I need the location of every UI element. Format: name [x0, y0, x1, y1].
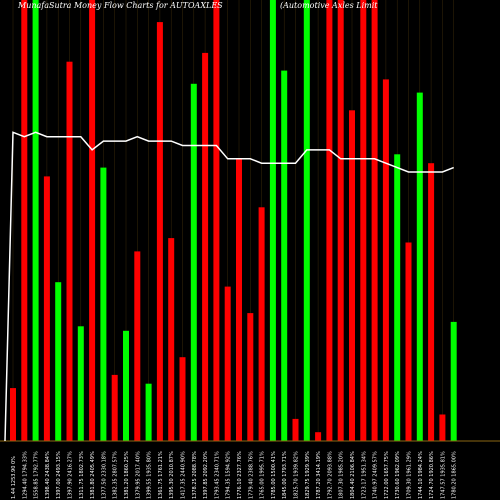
- x-tick-label: 1740.97 2409.57%: [373, 451, 379, 499]
- chart-subtitle: (Automotive Axles Limit: [280, 1, 378, 10]
- bar: [55, 282, 62, 441]
- bar: [326, 0, 333, 441]
- bar: [439, 414, 446, 441]
- x-tick-label: 1709.30 1961.29%: [407, 451, 413, 499]
- x-tick-label: 1397.85 2092.20%: [203, 451, 209, 499]
- x-tick-label: 1723.17 1951.34%: [361, 451, 367, 499]
- bar: [416, 92, 423, 441]
- x-tick-label: 1807.30 1985.20%: [339, 451, 345, 499]
- x-tick-label: 1825.70 1939.82%: [294, 451, 300, 499]
- bar: [179, 357, 186, 441]
- bar: [303, 0, 310, 441]
- x-tick-label: 1382.35 2807.57%: [113, 451, 119, 499]
- x-tick-label: 1776.10 2327.76%: [237, 451, 243, 499]
- bar: [292, 418, 299, 441]
- bar: [360, 0, 367, 441]
- bar: [247, 313, 254, 441]
- money-flow-line: [4, 131, 454, 442]
- bar: [89, 0, 96, 441]
- x-tick-label: 1765.00 1995.71%: [260, 451, 266, 499]
- bar: [66, 61, 73, 441]
- x-tick-label: 1785.00 1500.41%: [271, 451, 277, 499]
- x-tick-label: 1724.70 1920.86%: [429, 451, 435, 499]
- x-tick-label: 1378.25 2088.78%: [192, 451, 198, 499]
- x-tick-label: 1294.40 1794.33%: [22, 451, 28, 499]
- x-tick-label: 1377.50 2330.18%: [101, 451, 107, 499]
- bar: [371, 0, 378, 441]
- bar: [224, 286, 231, 441]
- bar: [258, 207, 265, 441]
- x-tick-label: 1792.70 2093.88%: [327, 451, 333, 499]
- x-tick-label: 1361.75 1761.21%: [158, 451, 164, 499]
- bar: [21, 0, 28, 441]
- bar: [190, 83, 197, 442]
- x-tick-label: 1397.00 2493.15%: [56, 451, 62, 499]
- bar: [145, 383, 152, 441]
- x-tick-label: 1.44 1253.90 0%: [11, 456, 17, 499]
- bar: [428, 163, 435, 441]
- x-tick-label: 1311.75 1802.73%: [79, 451, 85, 499]
- bar: [236, 158, 242, 442]
- bar: [315, 432, 322, 441]
- x-tick-label: 1845.00 1793.71%: [282, 451, 288, 499]
- x-tick-label: 1395.30 2010.87%: [169, 451, 175, 499]
- bar: [405, 242, 412, 441]
- bar: [168, 238, 175, 441]
- bar: [123, 330, 129, 442]
- bar: [32, 0, 39, 441]
- bar: [382, 79, 389, 442]
- bar: [134, 251, 141, 441]
- x-tick-label: 1730.60 1962.09%: [395, 451, 401, 499]
- bar: [10, 388, 16, 441]
- bar: [202, 52, 209, 442]
- bar: [450, 321, 457, 441]
- x-tick-label: 1794.35 1594.92%: [226, 451, 232, 499]
- bar: [156, 22, 163, 441]
- bar-series: [10, 0, 457, 442]
- x-tick-label: 1558.85 1792.77%: [34, 451, 40, 499]
- x-tick-label: 1747.57 1935.81%: [440, 451, 446, 499]
- x-tick-label: 1722.00 1657.75%: [384, 451, 390, 499]
- x-tick-label: 1417.35 2440.90%: [181, 451, 187, 499]
- bar: [111, 374, 118, 441]
- chart-title: MunafaSutra Money Flow Charts for AUTOAX…: [18, 1, 223, 10]
- x-tick-labels: 1.44 1253.90 0% 1294.40 1794.33% 1558.85 1…: [11, 451, 458, 499]
- x-tick-label: 1379.95 2017.40%: [135, 451, 141, 499]
- bar: [349, 110, 355, 442]
- x-tick-label: 1804.40 2106.84%: [350, 451, 356, 499]
- x-tick-label: 1381.80 2405.49%: [90, 451, 96, 499]
- bar: [281, 70, 288, 441]
- bar: [100, 167, 107, 441]
- x-tick-label: 1381.20 1860.25%: [124, 451, 130, 499]
- x-tick-label: 1829.75 1929.39%: [305, 451, 311, 499]
- x-tick-label: 1780.20 1865.00%: [452, 451, 458, 499]
- x-tick-label: 1399.55 1935.80%: [147, 451, 153, 499]
- bar: [269, 0, 276, 441]
- x-tick-label: 1787.20 3414.19%: [316, 451, 322, 499]
- x-tick-label: 1397.90 2416.27%: [68, 451, 74, 499]
- bar: [43, 176, 50, 441]
- bar: [213, 0, 220, 441]
- x-tick-label: 1744.10 1984.24%: [418, 451, 424, 499]
- x-tick-label: 1779.40 2388.76%: [248, 451, 254, 499]
- bar: [337, 0, 344, 441]
- x-tick-label: 1398.40 2438.84%: [45, 451, 51, 499]
- bar: [77, 326, 84, 441]
- x-tick-label: 1793.45 2340.71%: [214, 451, 220, 499]
- bar: [394, 154, 401, 442]
